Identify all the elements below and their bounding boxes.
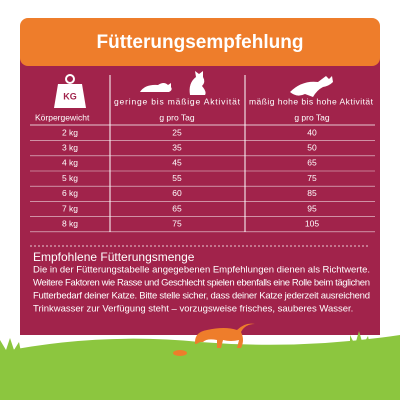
table-cell: 2 kg bbox=[62, 127, 78, 137]
table-rows: 2 kg 25 40 3 kg 35 50 4 kg 45 65 5 kg 55 75 6 kg 60 85… bbox=[30, 127, 375, 233]
cat bbox=[173, 323, 255, 356]
info-line: Futterbedarf deiner Katze. Bitte stelle … bbox=[33, 291, 370, 302]
table-cell: 40 bbox=[307, 127, 317, 137]
table-cell: 65 bbox=[172, 203, 182, 213]
table-cell: 60 bbox=[172, 188, 182, 198]
icon-label: KG bbox=[63, 91, 77, 101]
jumping-cat-icon bbox=[290, 76, 333, 97]
table-cell: 4 kg bbox=[62, 158, 78, 168]
unit-label: g pro Tag bbox=[159, 112, 195, 122]
cats-icon bbox=[140, 71, 206, 95]
table-cell: 75 bbox=[307, 173, 317, 183]
table-cell: 35 bbox=[172, 142, 182, 152]
table-cell: 6 kg bbox=[62, 188, 78, 198]
info-title: Empfohlene Fütterungsmenge bbox=[33, 250, 195, 264]
table-cell: 5 kg bbox=[62, 173, 78, 183]
table-cell: 105 bbox=[305, 218, 319, 228]
table-cell: 25 bbox=[172, 127, 182, 137]
title: Fütterungsempfehlung bbox=[97, 32, 304, 53]
table-cell: 95 bbox=[307, 203, 317, 213]
table-cell: 8 kg bbox=[62, 218, 78, 228]
table-cell: 85 bbox=[307, 188, 317, 198]
grass bbox=[0, 335, 400, 400]
table-cell: 55 bbox=[172, 173, 182, 183]
table-cell: 75 bbox=[172, 218, 182, 228]
info-line: Weitere Faktoren wie Rasse und Geschlech… bbox=[33, 278, 370, 289]
title-banner bbox=[20, 18, 380, 66]
info-text: Die in der Fütterungstabelle angegebenen… bbox=[33, 265, 370, 315]
table-cell: 45 bbox=[172, 158, 182, 168]
unit-label: g pro Tag bbox=[294, 112, 330, 122]
info-line: Die in der Fütterungstabelle angegebenen… bbox=[33, 265, 370, 276]
table-cell: 65 bbox=[307, 158, 317, 168]
table-cell: 50 bbox=[307, 142, 317, 152]
column-header: geringe bis mäßige Aktivität bbox=[114, 96, 241, 106]
weight-icon bbox=[54, 74, 86, 108]
table-cell: 7 kg bbox=[62, 203, 78, 213]
table-cell: 3 kg bbox=[62, 142, 78, 152]
column-header: Körpergewicht bbox=[35, 112, 90, 122]
column-header: mäßig hohe bis hohe Aktivität bbox=[249, 96, 374, 106]
info-line: Trinkwasser zur Verfügung steht – vorzug… bbox=[33, 304, 353, 315]
